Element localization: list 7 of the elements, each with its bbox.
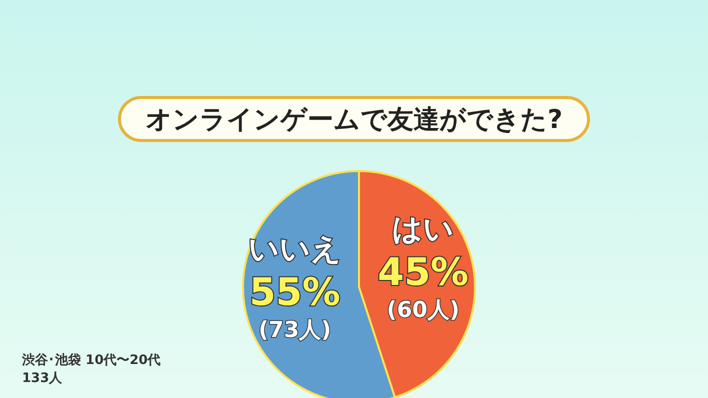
chart-title: オンラインゲームで友達ができた? — [118, 96, 590, 142]
slice-label: はい — [392, 212, 454, 247]
text: 渋谷･池袋 10代〜20代 — [22, 352, 161, 370]
text: 133人 — [22, 370, 64, 388]
data-label: 55% (73人) — [249, 270, 340, 344]
data-label: 45% (60人) — [378, 250, 469, 323]
slice-label: いいえ — [248, 232, 342, 268]
